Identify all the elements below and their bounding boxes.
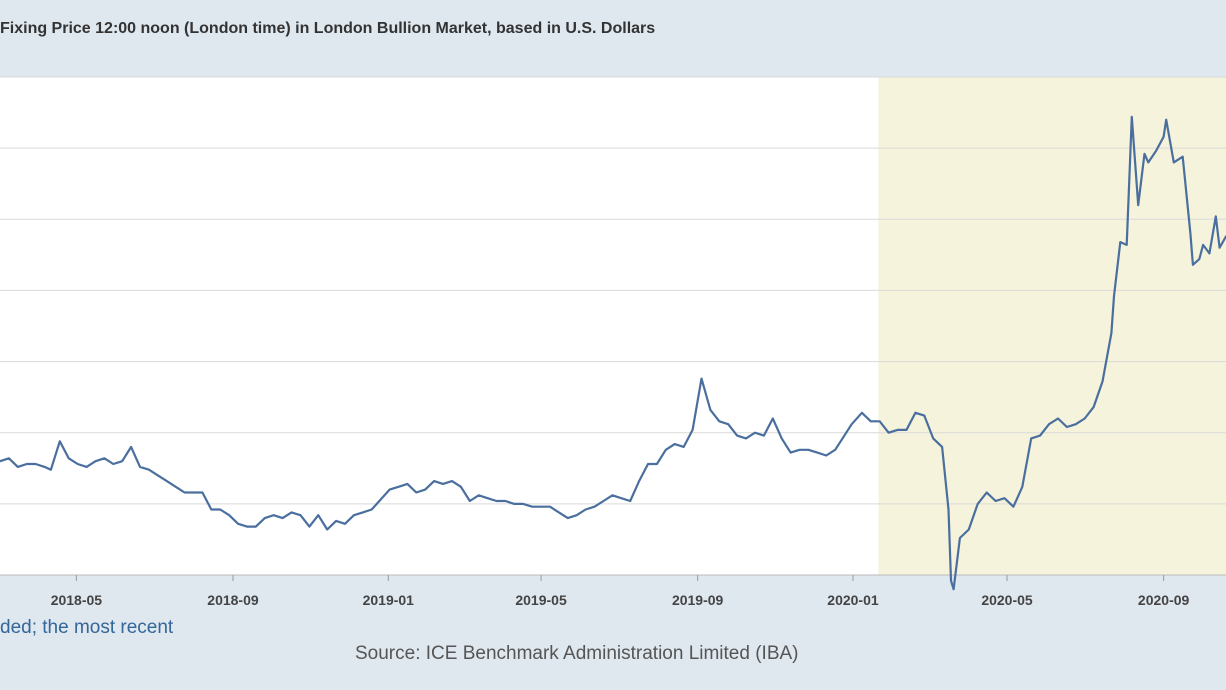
x-tick-label: 2018-09 (207, 592, 259, 608)
x-tick-label: 2020-09 (1138, 592, 1190, 608)
chart-title: Fixing Price 12:00 noon (London time) in… (0, 20, 656, 37)
footnote-link[interactable]: ded; the most recent (0, 617, 174, 638)
x-tick-label: 2020-01 (827, 592, 879, 608)
x-tick-label: 2018-05 (51, 592, 103, 608)
x-tick-label: 2019-01 (363, 592, 415, 608)
source-credit: Source: ICE Benchmark Administration Lim… (355, 643, 799, 664)
series-group (0, 115, 1226, 591)
highlight-band (878, 77, 1226, 575)
gridlines (0, 76, 1226, 505)
x-axis-ticks: 2018-05 2018-09 2019-01 2019-05 2019-09 2020-… (51, 575, 1190, 608)
series-line (0, 115, 1226, 591)
x-tick-label: 2019-05 (515, 592, 567, 608)
x-tick-label: 2020-05 (981, 592, 1033, 608)
x-tick-label: 2019-09 (672, 592, 724, 608)
